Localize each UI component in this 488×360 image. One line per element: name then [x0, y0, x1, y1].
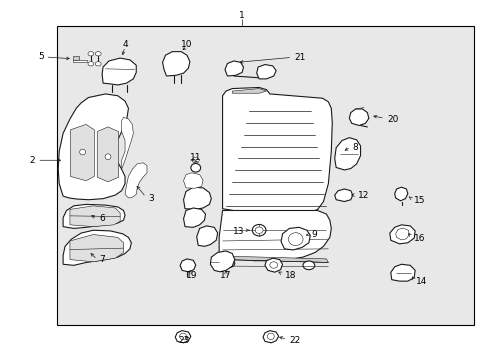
Ellipse shape [268, 260, 280, 269]
Polygon shape [281, 227, 310, 250]
Polygon shape [58, 94, 128, 200]
Polygon shape [264, 258, 282, 272]
Ellipse shape [267, 333, 274, 339]
Ellipse shape [105, 154, 111, 159]
Text: 7: 7 [99, 255, 105, 264]
Ellipse shape [288, 233, 303, 246]
Polygon shape [395, 228, 408, 240]
Polygon shape [70, 125, 94, 181]
Ellipse shape [303, 261, 314, 270]
Polygon shape [263, 330, 278, 343]
Polygon shape [348, 109, 368, 126]
Text: 8: 8 [352, 143, 358, 152]
Text: 17: 17 [220, 271, 231, 280]
Ellipse shape [80, 149, 85, 155]
Polygon shape [102, 58, 136, 85]
Text: 11: 11 [189, 153, 201, 162]
Polygon shape [63, 204, 125, 228]
Ellipse shape [179, 333, 186, 339]
Ellipse shape [95, 51, 101, 56]
Text: 3: 3 [148, 194, 153, 203]
Polygon shape [180, 259, 195, 272]
Text: 10: 10 [181, 40, 192, 49]
Polygon shape [162, 51, 189, 76]
Text: 20: 20 [386, 115, 397, 124]
Polygon shape [210, 251, 234, 272]
Bar [57, 26, 473, 325]
Ellipse shape [192, 157, 199, 163]
Polygon shape [394, 187, 407, 201]
Text: 6: 6 [99, 214, 105, 223]
Polygon shape [70, 234, 123, 262]
Text: 16: 16 [413, 234, 425, 243]
Text: 13: 13 [232, 228, 244, 237]
Polygon shape [389, 225, 414, 244]
Text: 4: 4 [122, 40, 127, 49]
Polygon shape [70, 206, 120, 226]
Polygon shape [175, 330, 190, 343]
Polygon shape [97, 127, 119, 182]
Ellipse shape [88, 51, 94, 56]
Text: 5: 5 [38, 53, 43, 62]
Ellipse shape [255, 227, 263, 233]
Text: 9: 9 [311, 230, 316, 239]
Polygon shape [183, 208, 205, 227]
Ellipse shape [88, 62, 94, 66]
Polygon shape [219, 211, 330, 261]
Polygon shape [390, 264, 414, 281]
Polygon shape [334, 138, 360, 170]
Ellipse shape [269, 262, 277, 268]
Polygon shape [73, 56, 79, 60]
Ellipse shape [95, 62, 101, 66]
Polygon shape [122, 117, 133, 169]
Text: 12: 12 [357, 190, 368, 199]
Polygon shape [125, 163, 147, 198]
Polygon shape [63, 230, 131, 265]
Polygon shape [222, 87, 331, 214]
Text: 22: 22 [289, 336, 300, 345]
Text: 14: 14 [415, 276, 427, 285]
Ellipse shape [223, 259, 234, 267]
Text: 21: 21 [294, 53, 305, 62]
Text: 23: 23 [178, 336, 189, 345]
Polygon shape [183, 173, 203, 188]
Ellipse shape [252, 225, 265, 236]
Text: 18: 18 [284, 271, 295, 280]
Text: 2: 2 [29, 156, 35, 165]
Polygon shape [73, 59, 87, 62]
Text: 19: 19 [186, 271, 197, 280]
Polygon shape [183, 187, 211, 210]
Polygon shape [256, 64, 276, 79]
Polygon shape [334, 189, 352, 202]
Polygon shape [232, 89, 266, 93]
Text: 15: 15 [413, 196, 425, 205]
Polygon shape [196, 226, 217, 246]
Text: 1: 1 [239, 11, 244, 20]
Ellipse shape [190, 163, 200, 172]
Polygon shape [224, 61, 243, 76]
Polygon shape [222, 256, 328, 262]
